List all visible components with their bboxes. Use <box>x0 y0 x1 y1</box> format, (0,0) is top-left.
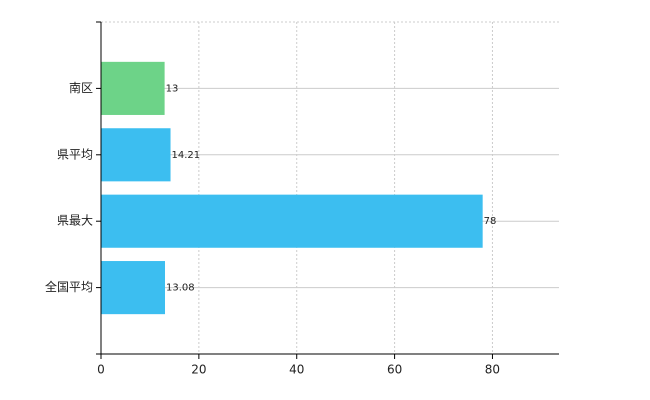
y-tick-label: 南区 <box>69 80 93 95</box>
value-label: 13.08 <box>166 283 195 294</box>
y-tick-label: 県最大 <box>57 214 93 228</box>
bar <box>101 261 166 315</box>
x-tick-label: 60 <box>387 363 402 377</box>
x-tick-label: 40 <box>289 363 304 377</box>
value-label: 13 <box>166 83 179 94</box>
value-label: 78 <box>484 216 497 227</box>
y-tick-label: 全国平均 <box>45 279 93 294</box>
bar <box>101 61 165 115</box>
bar <box>101 128 171 182</box>
x-tick-label: 80 <box>485 363 500 377</box>
x-tick-label: 0 <box>97 363 105 377</box>
x-tick-label: 20 <box>191 363 206 377</box>
value-label: 14.21 <box>172 150 201 161</box>
y-tick-label: 県平均 <box>57 147 93 161</box>
bar <box>101 194 483 248</box>
